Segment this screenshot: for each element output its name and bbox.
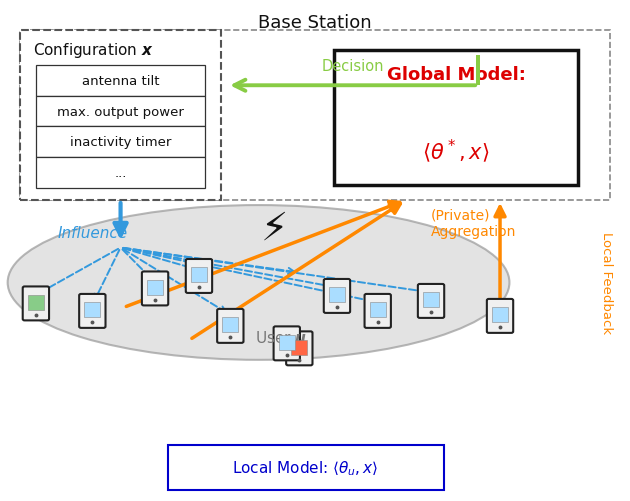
Text: Local Model: $\langle\theta_u, x\rangle$: Local Model: $\langle\theta_u, x\rangle$: [232, 458, 379, 476]
Bar: [168, 445, 444, 489]
Bar: [291, 340, 307, 355]
Text: User $\boldsymbol{u}$: User $\boldsymbol{u}$: [255, 330, 307, 346]
FancyBboxPatch shape: [418, 285, 444, 318]
Text: (Private)
Aggregation: (Private) Aggregation: [431, 208, 517, 238]
FancyBboxPatch shape: [273, 327, 300, 361]
Bar: [334, 51, 578, 186]
Bar: [36, 66, 205, 97]
Text: $\langle\theta^*, x\rangle$: $\langle\theta^*, x\rangle$: [423, 137, 490, 165]
Bar: [191, 268, 207, 283]
Bar: [329, 288, 345, 303]
Text: antenna tilt: antenna tilt: [82, 75, 159, 88]
Text: Local Feedback: Local Feedback: [600, 232, 613, 334]
FancyBboxPatch shape: [186, 260, 212, 294]
Bar: [20, 31, 221, 201]
FancyBboxPatch shape: [487, 299, 513, 333]
Text: ⚡: ⚡: [261, 209, 288, 247]
FancyBboxPatch shape: [23, 287, 49, 321]
Text: ...: ...: [115, 166, 127, 179]
Text: max. output power: max. output power: [57, 105, 184, 118]
FancyBboxPatch shape: [142, 272, 168, 306]
Text: Decision: Decision: [321, 59, 384, 74]
Bar: [36, 97, 205, 127]
Text: Base Station: Base Station: [258, 14, 372, 32]
FancyBboxPatch shape: [79, 295, 105, 328]
Ellipse shape: [8, 205, 510, 360]
Text: Configuration $\boldsymbol{x}$: Configuration $\boldsymbol{x}$: [33, 41, 153, 60]
Text: Global Model:: Global Model:: [387, 66, 525, 84]
Bar: [20, 31, 610, 201]
FancyBboxPatch shape: [324, 280, 350, 313]
Text: Influence: Influence: [58, 225, 128, 240]
Bar: [370, 303, 386, 318]
Text: inactivity timer: inactivity timer: [70, 136, 171, 149]
Bar: [36, 127, 205, 158]
Bar: [492, 308, 508, 323]
Bar: [278, 335, 295, 350]
Bar: [423, 293, 439, 308]
FancyBboxPatch shape: [286, 332, 312, 366]
Bar: [36, 158, 205, 188]
Bar: [84, 303, 101, 318]
FancyBboxPatch shape: [365, 295, 391, 328]
Bar: [147, 281, 163, 296]
Bar: [222, 318, 239, 333]
Bar: [28, 296, 44, 310]
FancyBboxPatch shape: [217, 309, 244, 343]
